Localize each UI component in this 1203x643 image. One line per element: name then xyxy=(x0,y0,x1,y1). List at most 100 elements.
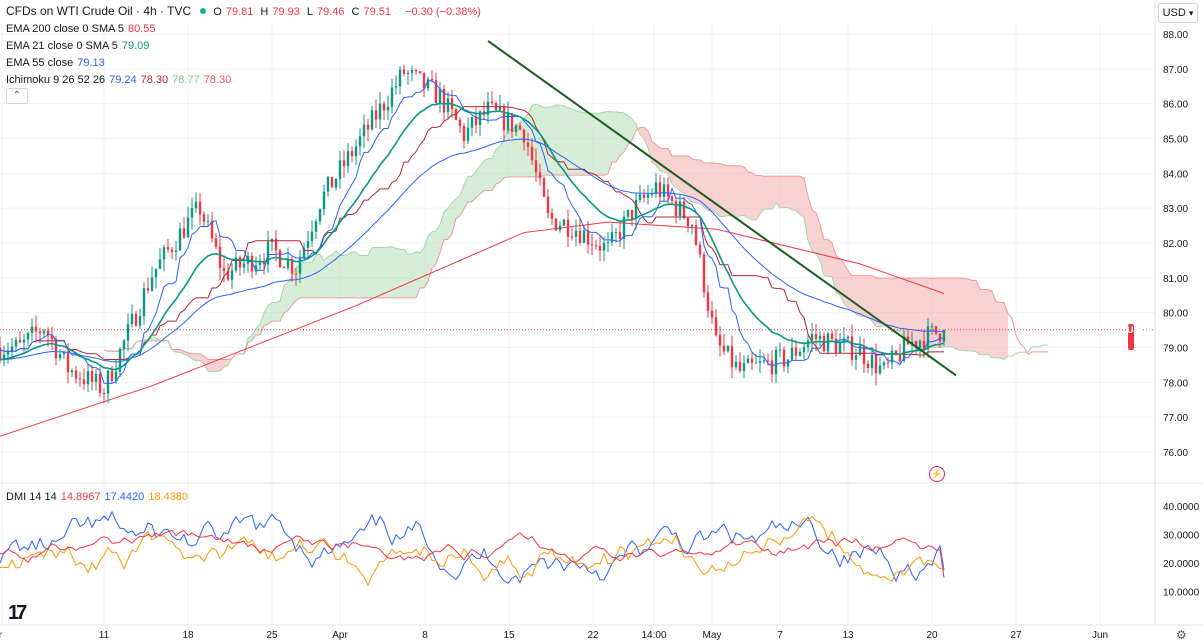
candle-body xyxy=(322,191,326,210)
candle-body xyxy=(106,370,110,394)
cloud-segment xyxy=(412,251,416,298)
cloud-segment xyxy=(328,254,332,298)
cloud-segment xyxy=(212,359,216,372)
cloud-segment xyxy=(568,108,572,176)
candle-body xyxy=(286,259,290,269)
candle-body xyxy=(590,244,594,246)
price-tag-countdown: 59:34 xyxy=(1172,336,1198,347)
indicator-ema55[interactable]: EMA 55 close 79.13 xyxy=(6,56,109,70)
candle-body xyxy=(798,351,802,356)
collapse-legend-button[interactable]: ⌃ xyxy=(6,88,28,104)
indicator-ichimoku[interactable]: Ichimoku 9 26 52 26 79.24 78.30 78.77 78.30 xyxy=(6,73,235,87)
candle-body xyxy=(502,106,506,131)
time-tick-label: 27 xyxy=(1010,630,1022,641)
cloud-segment xyxy=(152,337,156,341)
cloud-segment xyxy=(628,115,632,145)
candle-body xyxy=(818,335,822,340)
candle-body xyxy=(182,228,186,238)
cloud-segment xyxy=(596,113,600,176)
indicator-ema200[interactable]: EMA 200 close 0 SMA 5 80.55 xyxy=(6,22,160,36)
candle-body xyxy=(382,103,386,111)
candle-body xyxy=(718,335,722,346)
candle-body xyxy=(830,333,834,339)
candle-body xyxy=(102,393,106,395)
candle-body xyxy=(666,184,670,197)
price-tick-label: 87.00 xyxy=(1163,65,1188,76)
candle-body xyxy=(466,127,470,142)
cloud-segment xyxy=(208,359,212,372)
candle-body xyxy=(2,354,6,360)
candle-body xyxy=(886,362,890,364)
candle-body xyxy=(358,136,362,147)
price-tick-label: 80.00 xyxy=(1163,309,1188,320)
cloud-segment xyxy=(384,247,388,298)
candle-body xyxy=(134,313,138,326)
cloud-segment xyxy=(904,278,908,339)
candle-body xyxy=(746,358,750,364)
candle-body xyxy=(778,349,782,351)
cloud-segment xyxy=(948,278,952,347)
candle-body xyxy=(486,101,490,115)
cloud-segment xyxy=(504,129,508,178)
candle-body xyxy=(58,354,62,359)
candle-body xyxy=(938,333,942,342)
cloud-segment xyxy=(996,301,1000,359)
candle-body xyxy=(110,370,114,382)
candle-body xyxy=(578,230,582,243)
cloud-segment xyxy=(800,176,804,218)
indicator-value: 79.13 xyxy=(77,57,105,69)
cloud-segment xyxy=(620,112,624,156)
cloud-segment xyxy=(480,160,484,195)
cloud-segment xyxy=(852,275,856,314)
candle-body xyxy=(538,172,542,179)
candle-body xyxy=(498,106,502,110)
candle-body xyxy=(426,78,430,89)
candle-body xyxy=(210,220,214,239)
time-tick-label: Apr xyxy=(332,630,348,641)
candle-body xyxy=(194,201,198,209)
candle-body xyxy=(610,232,614,243)
cloud-segment xyxy=(772,176,776,210)
price-tick-label: 83.00 xyxy=(1163,204,1188,215)
candle-body xyxy=(366,124,370,130)
candle-body xyxy=(122,340,126,349)
candle-body xyxy=(770,360,774,375)
candle-body xyxy=(142,288,146,317)
candle-body xyxy=(758,361,762,363)
cloud-segment xyxy=(824,239,828,277)
candle-body xyxy=(562,219,566,226)
candle-body xyxy=(22,339,26,343)
cloud-segment xyxy=(392,246,396,298)
candle-body xyxy=(42,330,46,334)
candle-body xyxy=(774,349,778,375)
candle-body xyxy=(894,350,898,355)
symbol-title[interactable]: CFDs on WTI Crude Oil · 4h · TVC xyxy=(6,4,192,18)
candle-body xyxy=(814,334,818,340)
cloud-segment xyxy=(816,212,820,261)
cloud-segment xyxy=(768,176,772,210)
candle-body xyxy=(570,236,574,238)
gear-icon[interactable]: ⚙ xyxy=(1176,628,1187,642)
time-tick-label: 14:00 xyxy=(641,630,666,641)
ohlc-values: O 79.81 H 79.93 L 79.46 C 79.51 xyxy=(213,6,398,18)
cloud-segment xyxy=(980,289,984,355)
lightning-icon[interactable]: ⚡ xyxy=(929,466,945,482)
candle-body xyxy=(130,313,134,325)
candle-body xyxy=(854,355,858,360)
cloud-segment xyxy=(736,165,740,218)
candle-body xyxy=(546,196,550,214)
price-tick-label: 88.00 xyxy=(1163,30,1188,41)
indicator-label: Ichimoku 9 26 52 26 xyxy=(6,74,106,86)
cloud-segment xyxy=(748,171,752,220)
candle-body xyxy=(554,218,558,231)
candle-body xyxy=(46,330,50,336)
cloud-segment xyxy=(284,282,288,313)
indicator-ema21[interactable]: EMA 21 close 0 SMA 5 79.09 xyxy=(6,39,153,53)
cloud-segment xyxy=(808,196,812,251)
candle-body xyxy=(526,142,530,147)
currency-button[interactable]: USD ▾ xyxy=(1158,3,1198,23)
indicator-dmi[interactable]: DMI 14 14 14.8967 17.4420 18.4380 xyxy=(6,490,192,504)
chevron-down-icon: ▾ xyxy=(1188,8,1194,18)
candle-body xyxy=(706,292,710,311)
